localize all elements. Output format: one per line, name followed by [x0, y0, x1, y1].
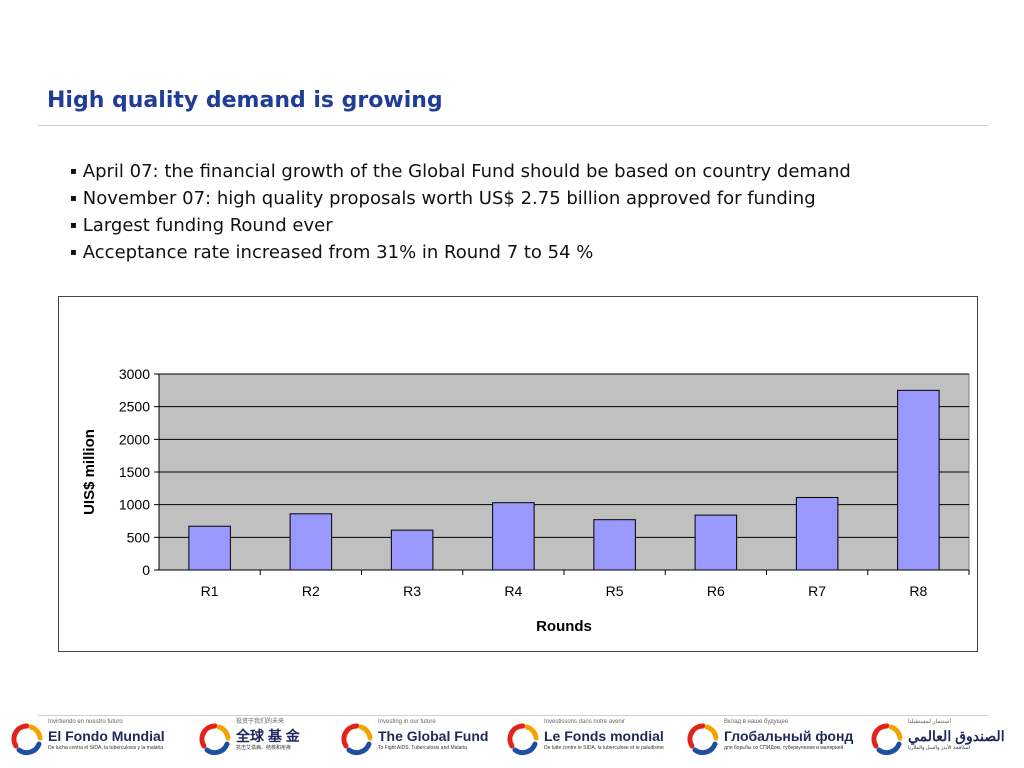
logo-tagline: استثمار لمستقبلنا — [908, 719, 952, 725]
logo-subtitle: De lutte contre le SIDA, la tuberculose … — [544, 745, 664, 751]
bullet-item: ▪ Acceptance rate increased from 31% in R… — [70, 239, 950, 266]
title-divider — [38, 125, 988, 126]
bullet-text: April 07: the financial growth of the Gl… — [82, 161, 851, 182]
x-tick-label: R8 — [909, 583, 927, 599]
global-fund-emblem-icon — [871, 723, 903, 756]
y-tick-label: 3000 — [119, 366, 150, 382]
bullet-list: ▪ April 07: the financial growth of the G… — [70, 158, 950, 266]
x-tick-label: R1 — [201, 583, 219, 599]
global-fund-emblem-icon — [507, 723, 539, 756]
y-tick-label: 1500 — [119, 464, 150, 480]
chart-frame: 0 500 1000 1500 2000 2500 3000 R1 R2 R3 R4 R5 R6 R7 R8… — [58, 296, 978, 652]
logo-subtitle: De lucha contra el SIDA, la tuberculosis… — [48, 745, 164, 751]
x-tick-label: R5 — [606, 583, 624, 599]
bar-chart: 0 500 1000 1500 2000 2500 3000 R1 R2 R3 R4 R5 R6 R7 R8… — [81, 366, 970, 635]
logo-name: The Global Fund — [378, 728, 489, 744]
bar-r2 — [289, 513, 333, 571]
bullet-text: November 07: high quality proposals wort… — [82, 188, 816, 209]
y-tick-label: 1000 — [119, 497, 150, 513]
y-tick-label: 2500 — [119, 399, 150, 415]
bullet-text: Largest funding Round ever — [82, 215, 333, 236]
bullet-square-icon: ▪ — [70, 193, 77, 204]
logo-name: Le Fonds mondial — [544, 728, 664, 744]
logo-subtitle: To Fight AIDS, Tuberculosis and Malaria — [378, 745, 467, 751]
logo-name: الصندوق العالمي — [908, 728, 1005, 744]
x-tick-label: R2 — [302, 583, 320, 599]
bar-r6 — [694, 514, 738, 571]
bullet-square-icon: ▪ — [70, 220, 77, 231]
footer-divider — [38, 715, 988, 716]
x-tick-label: R7 — [808, 583, 826, 599]
bar-r4 — [492, 502, 535, 571]
y-tick-label: 500 — [127, 529, 151, 545]
logo-subtitle: 抗击艾滋病、结核和疟疾 — [236, 745, 292, 751]
bullet-item: ▪ Largest funding Round ever — [70, 212, 950, 239]
logo-name: El Fondo Mundial — [48, 728, 165, 744]
logo-tagline: Invirtiendo en nuestro futuro — [48, 719, 123, 725]
global-fund-emblem-icon — [687, 723, 719, 756]
bullet-text: Acceptance rate increased from 31% in Ro… — [82, 242, 594, 263]
bar-r7 — [795, 496, 839, 571]
x-tick-label: R3 — [403, 583, 421, 599]
bar-r8 — [897, 389, 940, 571]
logo-tagline: Investing in our future — [378, 719, 436, 725]
global-fund-emblem-icon — [341, 723, 373, 756]
slide-title: High quality demand is growing — [47, 88, 443, 113]
x-tick-label: R6 — [707, 583, 725, 599]
y-axis-label: UIS$ million — [81, 429, 98, 515]
y-tick-label: 0 — [142, 562, 150, 578]
bullet-square-icon: ▪ — [70, 247, 77, 258]
bullet-item: ▪ April 07: the financial growth of the G… — [70, 158, 950, 185]
logo-subtitle: для борьбы со СПИДом, туберкулезом и мал… — [724, 745, 844, 751]
footer-logos: Invirtiendo en nuestro futuro El Fondo Mu… — [10, 718, 1014, 762]
bar-r3 — [390, 529, 434, 571]
global-fund-emblem-icon — [11, 723, 43, 756]
x-tick-label: R4 — [504, 583, 522, 599]
logo-tagline: 投资于我们的未来 — [236, 719, 285, 725]
logo-tagline: Investissons dans notre avenir — [544, 719, 626, 725]
global-fund-emblem-icon — [199, 723, 231, 756]
bar-r5 — [593, 519, 636, 571]
y-tick-label: 2000 — [119, 431, 150, 447]
bar-r1 — [188, 525, 231, 571]
logo-tagline: Вклад в наше будущее — [724, 719, 789, 725]
logo-subtitle: لمكافحة الأيدز والسل والملاريا — [908, 745, 970, 751]
logo-name: 全球 基 金 — [236, 728, 300, 744]
bullet-item: ▪ November 07: high quality proposals wor… — [70, 185, 950, 212]
logo-name: Глобальный фонд — [724, 728, 854, 744]
x-axis-label: Rounds — [536, 618, 592, 635]
bullet-square-icon: ▪ — [70, 166, 77, 177]
